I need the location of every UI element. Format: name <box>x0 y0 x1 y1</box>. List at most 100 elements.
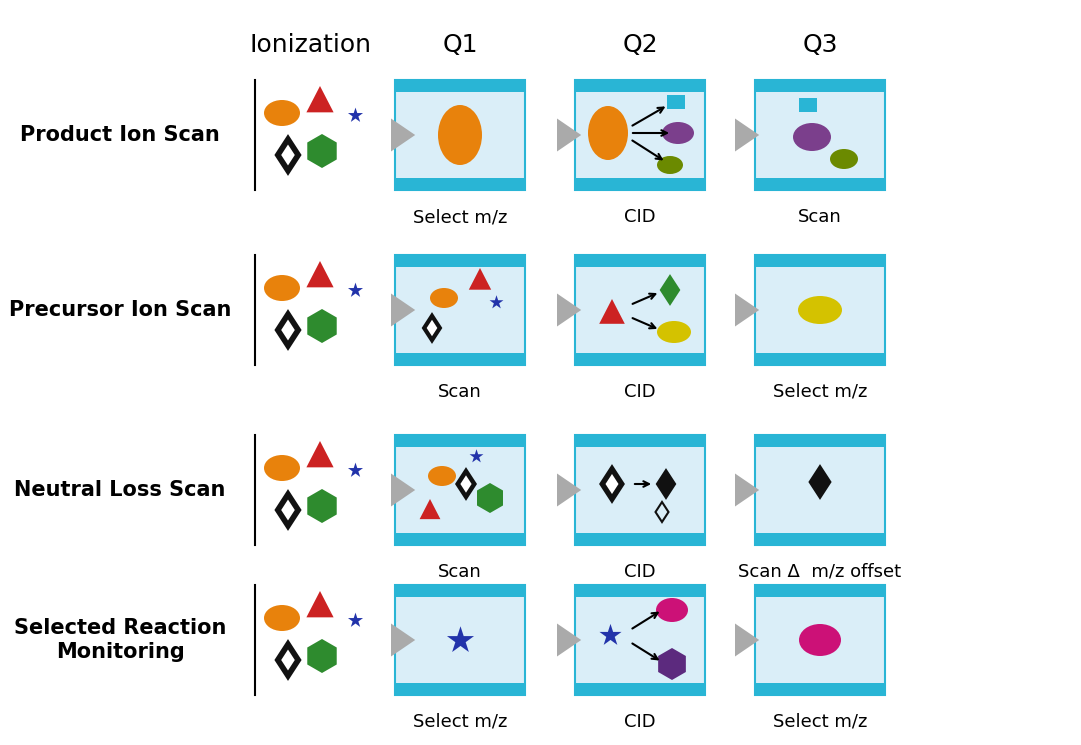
Polygon shape <box>606 476 617 492</box>
Bar <box>755 435 885 447</box>
Bar <box>395 435 525 545</box>
Bar <box>755 435 885 545</box>
Polygon shape <box>428 322 436 335</box>
Polygon shape <box>735 474 759 507</box>
Point <box>488 296 505 308</box>
Bar <box>395 80 525 92</box>
Text: Ionization: Ionization <box>249 33 371 57</box>
Bar <box>395 533 525 545</box>
Ellipse shape <box>588 106 628 160</box>
Polygon shape <box>600 466 624 502</box>
Ellipse shape <box>662 122 694 144</box>
Polygon shape <box>735 118 759 151</box>
Polygon shape <box>735 294 759 326</box>
Polygon shape <box>735 624 759 656</box>
Polygon shape <box>557 624 582 656</box>
Polygon shape <box>276 311 301 349</box>
Polygon shape <box>462 478 470 491</box>
Text: Select m/z: Select m/z <box>413 208 507 226</box>
Text: Selected Reaction
Monitoring: Selected Reaction Monitoring <box>14 618 226 662</box>
Polygon shape <box>391 624 415 656</box>
Text: Scan: Scan <box>438 383 482 401</box>
Ellipse shape <box>657 321 691 343</box>
Bar <box>575 585 705 597</box>
Polygon shape <box>282 651 294 668</box>
Bar <box>755 178 885 190</box>
Bar <box>395 683 525 695</box>
Bar <box>755 255 885 365</box>
Bar <box>575 353 705 365</box>
Point <box>467 450 484 462</box>
Bar <box>395 178 525 190</box>
Bar <box>395 80 525 190</box>
Polygon shape <box>391 474 415 507</box>
Bar <box>755 683 885 695</box>
Ellipse shape <box>264 455 301 481</box>
Ellipse shape <box>264 275 301 301</box>
Ellipse shape <box>264 605 301 631</box>
Bar <box>755 80 885 190</box>
Polygon shape <box>391 294 415 326</box>
Text: Scan Δ  m/z offset: Scan Δ m/z offset <box>738 563 902 581</box>
Bar <box>755 353 885 365</box>
Ellipse shape <box>438 105 482 165</box>
Polygon shape <box>276 641 301 679</box>
Point <box>346 284 363 296</box>
Text: CID: CID <box>624 713 656 731</box>
Polygon shape <box>306 441 334 467</box>
Bar <box>799 98 817 112</box>
Text: Select m/z: Select m/z <box>773 383 867 401</box>
Point <box>346 109 363 121</box>
Text: Scan: Scan <box>798 208 842 226</box>
Point <box>452 634 469 646</box>
Polygon shape <box>456 469 476 499</box>
Text: Neutral Loss Scan: Neutral Loss Scan <box>14 480 226 500</box>
Text: Q2: Q2 <box>623 33 658 57</box>
Polygon shape <box>276 491 301 529</box>
Bar <box>575 435 705 545</box>
Polygon shape <box>557 294 582 326</box>
Polygon shape <box>282 321 294 338</box>
Polygon shape <box>306 591 334 618</box>
Polygon shape <box>469 268 491 290</box>
Polygon shape <box>660 276 679 304</box>
Bar <box>755 255 885 267</box>
Ellipse shape <box>430 288 458 308</box>
Text: Product Ion Scan: Product Ion Scan <box>21 125 219 145</box>
Ellipse shape <box>830 149 858 169</box>
Bar <box>575 435 705 447</box>
Polygon shape <box>419 499 440 519</box>
Text: Scan: Scan <box>438 563 482 581</box>
Bar <box>755 533 885 545</box>
Text: Select m/z: Select m/z <box>773 713 867 731</box>
Point <box>346 464 363 476</box>
Text: Precursor Ion Scan: Precursor Ion Scan <box>9 300 231 320</box>
Ellipse shape <box>264 100 301 126</box>
Polygon shape <box>282 501 294 519</box>
Bar <box>755 585 885 695</box>
Bar <box>575 255 705 365</box>
Ellipse shape <box>657 156 683 174</box>
Polygon shape <box>391 118 415 151</box>
Ellipse shape <box>799 624 841 656</box>
Point <box>346 614 363 626</box>
Ellipse shape <box>793 123 831 151</box>
Bar <box>755 80 885 92</box>
Bar <box>575 80 705 92</box>
Text: Select m/z: Select m/z <box>413 713 507 731</box>
Text: CID: CID <box>624 563 656 581</box>
Bar <box>575 255 705 267</box>
Bar <box>575 683 705 695</box>
Bar <box>667 95 685 109</box>
Ellipse shape <box>656 598 688 622</box>
Text: CID: CID <box>624 383 656 401</box>
Bar <box>395 585 525 695</box>
Text: Q1: Q1 <box>442 33 478 57</box>
Polygon shape <box>276 136 301 174</box>
Bar <box>395 255 525 267</box>
Polygon shape <box>657 470 676 498</box>
Bar <box>575 178 705 190</box>
Polygon shape <box>557 118 582 151</box>
Polygon shape <box>557 474 582 507</box>
Ellipse shape <box>428 466 456 486</box>
